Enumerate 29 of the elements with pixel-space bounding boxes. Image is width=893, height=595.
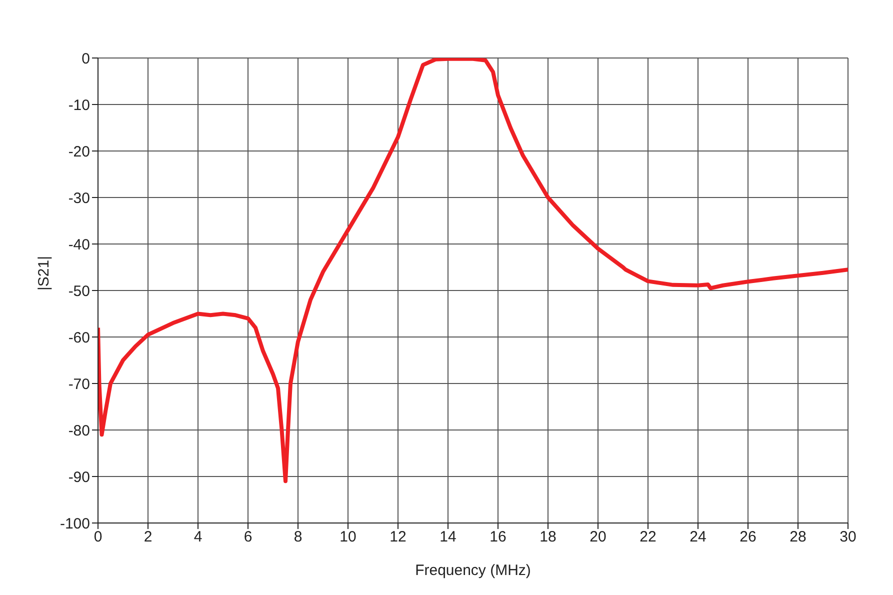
x-axis-title: Frequency (MHz) (415, 562, 531, 579)
y-tick-label: -40 (68, 236, 90, 254)
y-tick-label: -90 (68, 468, 90, 486)
y-tick-label: -60 (68, 329, 90, 346)
x-tick-label: 8 (294, 528, 302, 546)
y-tick-label: -70 (68, 376, 90, 393)
x-tick-label: 28 (790, 528, 806, 546)
y-tick-label: -10 (68, 96, 90, 114)
x-tick-label: 2 (144, 528, 152, 546)
x-tick-label: 30 (840, 528, 856, 546)
x-tick-label: 0 (94, 528, 102, 546)
x-tick-label: 12 (390, 528, 406, 546)
x-tick-label: 26 (740, 528, 756, 546)
x-tick-label: 10 (340, 528, 356, 546)
y-tick-label: -100 (60, 515, 90, 532)
x-tick-label: 22 (640, 528, 656, 546)
x-tick-label: 24 (690, 528, 706, 546)
y-tick-label: -80 (68, 422, 90, 440)
y-axis-title: |S21| (35, 256, 52, 290)
y-tick-label: -50 (68, 282, 90, 300)
y-tick-label: -30 (68, 190, 90, 207)
x-tick-label: 14 (440, 528, 456, 546)
x-tick-label: 20 (590, 528, 606, 546)
x-tick-label: 6 (244, 528, 252, 546)
x-tick-label: 18 (540, 528, 556, 546)
y-tick-label: -20 (68, 143, 90, 160)
y-tick-label: 0 (82, 50, 90, 68)
x-tick-label: 16 (490, 528, 506, 546)
x-tick-label: 4 (194, 528, 202, 546)
